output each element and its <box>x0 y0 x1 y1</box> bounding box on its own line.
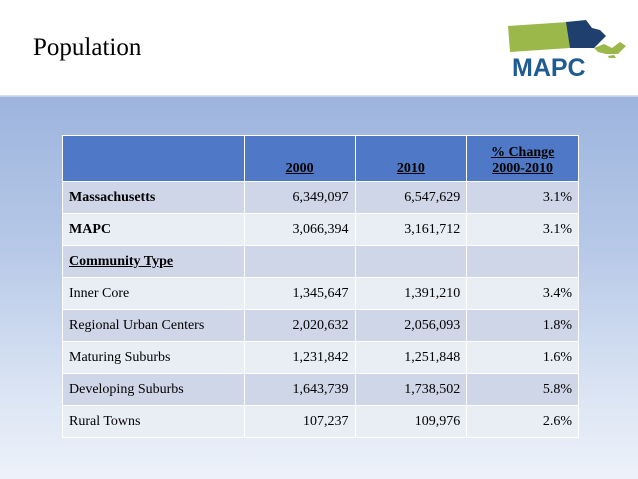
value-2010: 2,056,093 <box>354 309 468 342</box>
slide-header: Population MAPC <box>0 0 638 97</box>
row-label: Rural Towns <box>62 405 245 438</box>
slide-title: Population <box>33 34 142 61</box>
value-2000: 107,237 <box>243 405 356 438</box>
header-change: % Change 2000-2010 <box>466 135 579 182</box>
table-row: Inner Core 1,345,647 1,391,210 3.4% <box>62 277 579 310</box>
value-change: 5.8% <box>466 373 579 406</box>
value-2000: 1,231,842 <box>243 341 356 374</box>
row-label: Inner Core <box>62 277 245 310</box>
value-2000: 1,643,739 <box>243 373 356 406</box>
value-change: 1.6% <box>466 341 579 374</box>
value-2010: 109,976 <box>354 405 468 438</box>
value-2010: 1,251,848 <box>354 341 468 374</box>
value-2010: 1,738,502 <box>354 373 468 406</box>
table-row: Developing Suburbs 1,643,739 1,738,502 5… <box>62 373 579 406</box>
value-2000: 6,349,097 <box>243 181 356 214</box>
header-2000: 2000 <box>243 135 356 182</box>
table-row: Community Type <box>62 245 579 278</box>
row-label: Regional Urban Centers <box>62 309 245 342</box>
value-2000 <box>243 245 356 278</box>
logo-text: MAPC <box>512 54 586 82</box>
value-2010: 3,161,712 <box>354 213 468 246</box>
header-blank <box>62 135 245 182</box>
table-row: MAPC 3,066,394 3,161,712 3.1% <box>62 213 579 246</box>
value-change: 3.4% <box>466 277 579 310</box>
value-change: 3.1% <box>466 213 579 246</box>
row-label: MAPC <box>62 213 245 246</box>
value-2010: 6,547,629 <box>354 181 468 214</box>
row-label: Community Type <box>62 245 245 278</box>
table-row: Massachusetts 6,349,097 6,547,629 3.1% <box>62 181 579 214</box>
table-row: Maturing Suburbs 1,231,842 1,251,848 1.6… <box>62 341 579 374</box>
value-change: 1.8% <box>466 309 579 342</box>
value-change: 3.1% <box>466 181 579 214</box>
row-label: Massachusetts <box>62 181 245 214</box>
massachusetts-map-icon <box>508 20 626 58</box>
value-2010: 1,391,210 <box>354 277 468 310</box>
value-2010 <box>354 245 468 278</box>
mapc-logo: MAPC <box>508 18 628 84</box>
header-2010: 2010 <box>354 135 468 182</box>
row-label: Developing Suburbs <box>62 373 245 406</box>
value-2000: 3,066,394 <box>243 213 356 246</box>
table-row: Rural Towns 107,237 109,976 2.6% <box>62 405 579 438</box>
value-2000: 2,020,632 <box>243 309 356 342</box>
value-change <box>466 245 579 278</box>
value-change: 2.6% <box>466 405 579 438</box>
row-label: Maturing Suburbs <box>62 341 245 374</box>
value-2000: 1,345,647 <box>243 277 356 310</box>
population-table: 2000 2010 % Change 2000-2010 Massachuset… <box>62 135 579 438</box>
table-header-row: 2000 2010 % Change 2000-2010 <box>62 135 579 182</box>
table-row: Regional Urban Centers 2,020,632 2,056,0… <box>62 309 579 342</box>
